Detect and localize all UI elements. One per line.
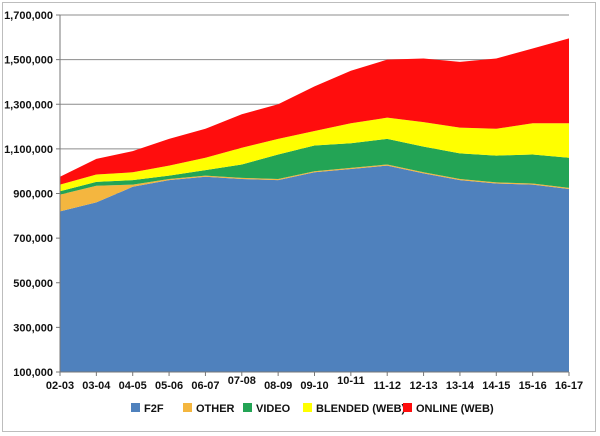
area-other xyxy=(60,164,569,212)
legend: F2F OTHER VIDEO BLENDED (WEB) ONLINE (WEB) xyxy=(131,403,494,415)
x-tick-label: 12-13 xyxy=(410,380,438,392)
y-tick-label: 700,000 xyxy=(13,233,53,245)
x-tick-labels: 02-03 03-04 04-05 05-06 06-07 07-08 08-09 09-10… xyxy=(46,375,583,392)
x-tick-label: 09-10 xyxy=(300,380,328,392)
x-tick-label: 05-06 xyxy=(155,380,183,392)
area-online-web xyxy=(60,38,569,185)
legend-swatch-blended-web xyxy=(303,403,312,412)
y-tick-label: 100,000 xyxy=(13,367,53,379)
legend-swatch-other xyxy=(183,403,192,412)
area-video xyxy=(60,138,569,195)
legend-label-online-web: ONLINE (WEB) xyxy=(416,403,494,415)
x-tick-label: 14-15 xyxy=(482,380,510,392)
legend-label-f2f: F2F xyxy=(144,403,164,415)
legend-label-video: VIDEO xyxy=(256,403,291,415)
x-tick-label: 13-14 xyxy=(446,380,475,392)
x-tick-label: 15-16 xyxy=(519,380,547,392)
y-tick-label: 1,300,000 xyxy=(4,99,53,111)
x-tick-label: 08-09 xyxy=(264,380,292,392)
legend-swatch-f2f xyxy=(131,403,140,412)
x-tick-label: 02-03 xyxy=(46,380,74,392)
y-tick-labels: 100,000 300,000 500,000 700,000 900,000 1,100… xyxy=(4,10,53,379)
legend-label-other: OTHER xyxy=(196,403,235,415)
y-tick-label: 1,700,000 xyxy=(4,10,53,22)
area-blended-web xyxy=(60,117,569,192)
legend-label-blended-web: BLENDED (WEB) xyxy=(316,403,406,415)
x-tick-label: 04-05 xyxy=(119,380,147,392)
legend-swatch-online-web xyxy=(403,403,412,412)
area-series xyxy=(60,38,569,372)
x-tick-label: 06-07 xyxy=(191,380,219,392)
y-tick-label: 1,100,000 xyxy=(4,144,53,156)
x-tick-label: 16-17 xyxy=(555,380,583,392)
x-tick-label: 10-11 xyxy=(337,375,365,387)
legend-swatch-video xyxy=(243,403,252,412)
axes xyxy=(56,14,570,376)
area-f2f xyxy=(60,165,569,372)
x-tick-label: 03-04 xyxy=(82,380,111,392)
y-tick-label: 1,500,000 xyxy=(4,55,53,67)
x-tick-label: 11-12 xyxy=(373,380,401,392)
y-tick-label: 500,000 xyxy=(13,278,53,290)
x-tick-label: 07-08 xyxy=(228,375,256,387)
y-tick-label: 900,000 xyxy=(13,189,53,201)
y-tick-label: 300,000 xyxy=(13,322,53,334)
